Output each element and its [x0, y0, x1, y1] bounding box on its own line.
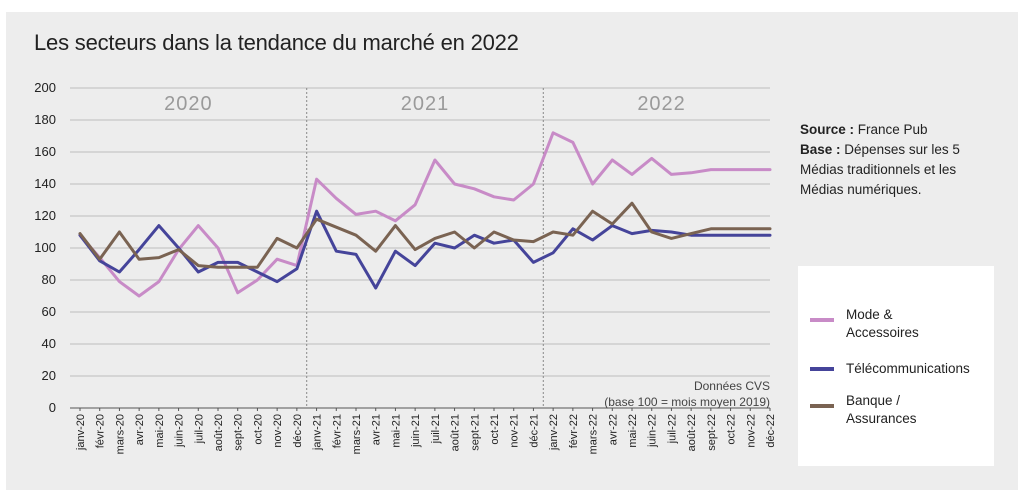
y-tick-label: 40	[42, 336, 56, 351]
legend-label-telecom: Télécommunications	[846, 361, 970, 376]
note-line-2: (base 100 = mois moyen 2019)	[604, 395, 770, 409]
base-label: Base :	[800, 142, 841, 157]
source-block: Source : France Pub Base : Dépenses sur …	[800, 120, 1000, 200]
x-tick-label: mars-20	[114, 414, 126, 454]
x-tick-label: oct-22	[726, 414, 738, 445]
source-line: Source : France Pub	[800, 120, 1000, 140]
y-tick-label: 20	[42, 368, 56, 383]
x-tick-label: nov-22	[745, 414, 757, 448]
year-label: 2020	[164, 93, 213, 115]
legend-swatch-mode	[810, 318, 834, 322]
y-tick-label: 160	[34, 144, 56, 159]
note-line-1: Données CVS	[694, 379, 770, 393]
x-tick-label: avr-21	[371, 414, 383, 445]
x-tick-label: déc-20	[292, 414, 304, 448]
y-tick-label: 0	[49, 400, 56, 415]
x-tick-label: mars-22	[588, 414, 600, 454]
x-tick-label: déc-22	[765, 414, 777, 448]
x-tick-label: janv-22	[548, 414, 560, 451]
x-tick-label: juin-21	[410, 414, 422, 448]
x-tick-label: juil-21	[430, 414, 442, 444]
x-tick-label: janv-21	[312, 414, 324, 451]
series-line-1	[78, 209, 772, 290]
y-tick-label: 100	[34, 240, 56, 255]
x-tick-label: mai-21	[390, 414, 402, 448]
x-tick-label: mai-22	[627, 414, 639, 448]
series-line-0	[78, 131, 772, 298]
y-tick-label: 180	[34, 112, 56, 127]
source-label: Source :	[800, 122, 855, 137]
base-value: Dépenses sur les 5 Médias traditionnels …	[800, 142, 960, 197]
source-value: France Pub	[857, 122, 928, 137]
x-tick-label: sept-21	[469, 414, 481, 451]
x-tick-label: sept-22	[706, 414, 718, 451]
x-tick-label: mai-20	[154, 414, 166, 448]
chart-title: Les secteurs dans la tendance du marché …	[34, 30, 519, 55]
grid-layer	[70, 87, 770, 409]
x-tick-label: juin-22	[647, 414, 659, 448]
y-tick-label: 80	[42, 272, 56, 287]
x-tick-label: juil-22	[666, 414, 678, 444]
y-tick-label: 60	[42, 304, 56, 319]
x-tick-label: déc-21	[528, 414, 540, 448]
series-layer	[78, 131, 772, 298]
x-tick-label: oct-21	[489, 414, 501, 445]
x-axis: janv-20 févr-20 mars-20 avr-20 mai-20 juin-20…	[75, 408, 777, 454]
x-tick-label: août-20	[213, 414, 225, 451]
x-tick-label: févr-22	[568, 414, 580, 448]
x-tick-label: sept-20	[233, 414, 245, 451]
x-tick-label: nov-21	[509, 414, 521, 448]
y-tick-label: 200	[34, 80, 56, 95]
legend-swatch-telecom	[810, 367, 834, 371]
y-axis: 0 20 40 60 80 100 120 140 160 180 200	[34, 80, 56, 415]
legend-label-mode: Mode & Accessoires	[846, 307, 919, 340]
x-tick-label: août-21	[450, 414, 462, 451]
legend-label-banque: Banque / Assurances	[846, 393, 917, 426]
x-tick-label: juil-20	[193, 414, 205, 444]
x-tick-label: août-22	[686, 414, 698, 451]
x-tick-label: avr-20	[134, 414, 146, 445]
x-tick-label: oct-20	[252, 414, 264, 445]
year-label: 2022	[637, 93, 686, 115]
x-tick-label: juin-20	[174, 414, 186, 448]
y-tick-label: 120	[34, 208, 56, 223]
series-line-2	[78, 201, 772, 269]
x-tick-label: nov-20	[272, 414, 284, 448]
x-tick-label: févr-21	[331, 414, 343, 448]
x-tick-label: mars-21	[351, 414, 363, 454]
x-tick-label: avr-22	[607, 414, 619, 445]
year-labels: 2020 2021 2022	[164, 93, 686, 115]
x-tick-label: févr-20	[95, 414, 107, 448]
legend: Mode & Accessoires Télécommunications Ban…	[798, 266, 994, 466]
year-label: 2021	[401, 93, 450, 115]
base-line: Base : Dépenses sur les 5 Médias traditi…	[800, 140, 1000, 200]
year-dividers	[306, 88, 544, 408]
legend-swatch-banque	[810, 404, 834, 408]
x-tick-label: janv-20	[75, 414, 87, 451]
y-tick-label: 140	[34, 176, 56, 191]
